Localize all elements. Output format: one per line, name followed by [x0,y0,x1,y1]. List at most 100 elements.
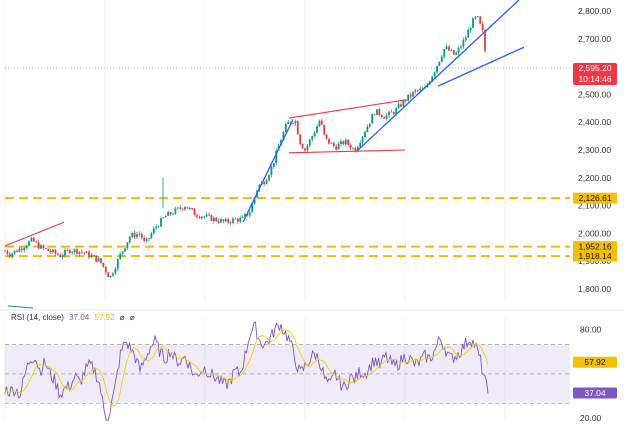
candle-body [28,241,30,246]
candle-body [419,88,422,91]
candle [416,89,419,93]
candle [203,215,206,219]
candle [102,262,105,268]
candle-body [124,248,126,252]
candle-body [232,218,234,223]
candle-body [90,255,93,258]
candle [284,122,287,133]
candle-body [145,238,148,241]
candle-body [126,242,129,249]
candle-body [416,90,419,92]
candle-body [56,253,59,255]
candle [164,215,167,218]
candle [76,248,78,256]
candle-body [85,251,88,254]
candle-body [464,37,467,41]
rsi-legend-ma-value: 57.92 [94,313,115,322]
candle-body [25,245,28,249]
candle-body [282,132,285,141]
candle-body [104,266,107,273]
candle [150,231,153,240]
candle [388,110,390,118]
price-pane: 1,800.001,900.002,000.002,100.002,200.00… [0,0,625,311]
candle-body [407,94,410,101]
candle [316,123,318,134]
candle-body [438,61,441,66]
candle-body [205,214,208,217]
price-y-tick-7: 2,500.00 [578,89,611,99]
candle-body [304,148,306,151]
candle [78,251,81,257]
candle-body [268,175,270,181]
candle [332,141,335,148]
candle-body [414,90,417,92]
candle [30,236,33,242]
candle-body [227,219,230,223]
candle [306,144,309,154]
key-level-label-1: 1,952.16 [578,242,611,252]
current-price-label: 2,595.20 [578,63,612,73]
candle [138,231,141,237]
rsi-ma-line [4,329,489,407]
candle-body [469,28,472,31]
candle [179,205,182,211]
candle [436,65,438,75]
candle [32,236,35,242]
candle-body [368,123,371,127]
candle [308,138,311,148]
candle-body [385,115,388,119]
candle [11,252,14,259]
candle [330,141,333,144]
candle-body [347,139,350,145]
candle-body [20,248,23,251]
candle-body [73,249,76,253]
candle [176,207,179,210]
candle-body [155,226,158,229]
candle-body [44,248,47,249]
candle-body [349,144,352,149]
candle [373,113,376,116]
candle [131,231,134,239]
candle-body [164,216,167,218]
candle-body [162,217,165,219]
candle [376,109,378,115]
candle-body [208,214,210,216]
candle-body [102,262,105,267]
candle-body [121,251,124,254]
candle-body [83,252,86,254]
candle-body [181,208,184,210]
candle [172,211,174,216]
candle [323,124,326,136]
candle-body [330,142,333,144]
candle [352,146,354,151]
candle-body [11,253,14,257]
trend-line-2 [288,149,406,154]
rsi-legend-symbol-2: ⌀ [129,313,135,322]
candle-body [479,16,482,24]
candle [85,250,88,254]
candle-body [436,65,438,73]
candle-body [409,94,412,97]
candle [112,272,114,277]
candle [380,114,383,119]
candle [35,240,38,244]
candle-body [66,249,69,251]
candle [400,102,402,108]
candle-body [68,249,71,254]
candle-body [220,219,222,223]
candle-body [148,238,150,239]
candle-body [311,136,314,140]
candle [472,17,474,29]
candle [234,217,237,220]
candle [469,26,472,33]
candle [6,249,9,256]
candle-body [217,221,220,223]
candle-body [320,120,323,125]
candle-body [152,228,155,234]
rsi-value-label-0: 57.92 [584,357,606,367]
candle-body [191,208,194,210]
candle [462,37,465,49]
candle-body [133,233,136,238]
candle-body [16,250,18,252]
candle-body [484,30,486,51]
